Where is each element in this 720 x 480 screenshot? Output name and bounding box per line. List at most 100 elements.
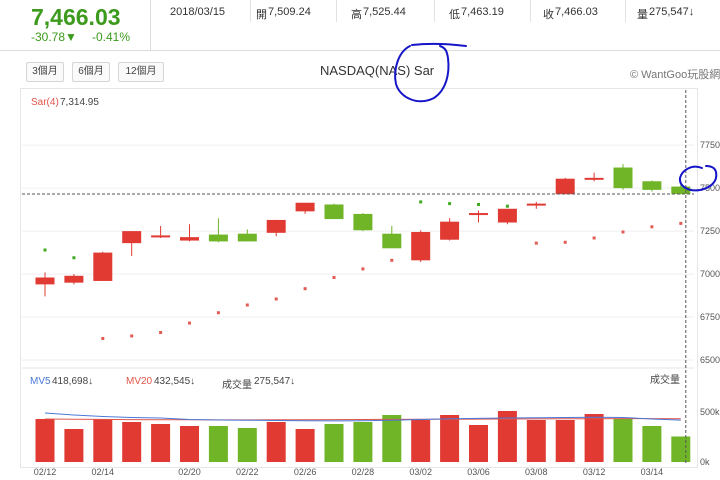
sar-dot xyxy=(274,297,278,301)
divider xyxy=(250,0,251,22)
volume-bar xyxy=(526,420,546,462)
low-label: 低 xyxy=(449,9,460,21)
volume-bar xyxy=(151,424,171,462)
volume-bar xyxy=(584,414,604,462)
volume-bar xyxy=(295,429,315,462)
period-3m-button[interactable]: 3個月 xyxy=(26,62,64,82)
watermark: © WantGoo玩股網 xyxy=(630,69,720,81)
volume-bar xyxy=(642,426,662,462)
x-tick-label: 02/28 xyxy=(352,467,375,477)
volume-bar xyxy=(613,419,633,462)
candle-body xyxy=(411,231,431,261)
sar-dot xyxy=(245,303,249,307)
y-tick-label: 6500 xyxy=(700,355,720,365)
volume-legend-value: 275,547↓ xyxy=(254,376,296,387)
sar-dot xyxy=(72,256,76,260)
divider xyxy=(434,0,435,22)
sar-dot xyxy=(650,225,654,229)
sar-dots xyxy=(43,200,683,341)
x-tick-label: 02/12 xyxy=(34,467,57,477)
y-tick-label: 7750 xyxy=(700,140,720,150)
chart-title: NASDAQ(NAS) Sar xyxy=(320,63,435,78)
candle-body xyxy=(208,234,228,242)
divider xyxy=(336,0,337,22)
sar-dot xyxy=(101,337,105,341)
open-label: 開 xyxy=(256,9,267,21)
crosshair xyxy=(22,90,694,464)
volume-tick-label: 500k xyxy=(700,407,720,417)
volume-bar xyxy=(440,415,460,462)
sar-dot xyxy=(621,230,625,234)
candle-body xyxy=(237,233,257,242)
sar-dot xyxy=(534,241,538,245)
sar-dot xyxy=(216,311,220,315)
quote-date: 2018/03/15 xyxy=(170,6,226,18)
candle-body xyxy=(555,178,575,195)
candle-body xyxy=(353,213,373,231)
period-6m-button[interactable]: 6個月 xyxy=(72,62,110,82)
candle-body xyxy=(440,221,460,240)
mv20-label: MV20 xyxy=(126,376,153,387)
candle-body xyxy=(180,237,199,241)
mv5-line xyxy=(44,412,681,422)
y-tick-label: 6750 xyxy=(700,312,720,322)
volume-bar xyxy=(93,419,113,462)
x-tick-label: 02/14 xyxy=(92,467,115,477)
divider xyxy=(625,0,626,22)
volume-bar xyxy=(324,424,344,462)
candle-body xyxy=(266,219,286,233)
sar-dot xyxy=(477,202,480,206)
x-tick-label: 02/22 xyxy=(236,467,259,477)
x-tick-label: 03/06 xyxy=(467,467,490,477)
sar-dot xyxy=(448,202,452,206)
volume-bar xyxy=(411,420,431,462)
candle-body xyxy=(64,275,84,283)
candle-body xyxy=(469,213,488,216)
price-change-pct: -0.41% xyxy=(92,30,131,44)
sar-dot xyxy=(361,267,365,271)
sar-dot xyxy=(679,221,683,225)
sar-dot xyxy=(43,248,47,252)
sar-dot xyxy=(188,321,191,325)
quote-header: 7,466.03 -30.78▼ -0.41% 2018/03/15 開 7,5… xyxy=(0,0,720,51)
period-12m-button[interactable]: 12個月 xyxy=(118,62,164,82)
volume-bar xyxy=(122,422,142,462)
volume-bar xyxy=(208,426,228,462)
mv20-value: 432,545↓ xyxy=(154,376,196,387)
x-tick-label: 03/12 xyxy=(583,467,606,477)
candle-body xyxy=(35,277,55,285)
candle-body xyxy=(151,235,171,238)
divider xyxy=(530,0,531,22)
candle-body xyxy=(642,181,662,190)
candle-body xyxy=(324,204,344,220)
volume-bar xyxy=(497,411,517,462)
sar-dot xyxy=(563,240,567,244)
volume-bar xyxy=(35,419,55,462)
sar-dot xyxy=(130,334,134,338)
x-tick-label: 02/26 xyxy=(294,467,317,477)
close-label: 收 xyxy=(543,9,554,21)
sar-dot xyxy=(592,236,596,240)
sar-dot xyxy=(159,331,163,335)
high-value: 7,525.44 xyxy=(363,6,406,18)
volume-bars xyxy=(35,411,691,462)
mv20-line xyxy=(44,418,681,421)
moving-average-lines xyxy=(44,412,681,422)
candle-body xyxy=(122,231,142,244)
volume-bar xyxy=(671,436,691,462)
mv5-value: 418,698↓ xyxy=(52,376,94,387)
candle-body xyxy=(382,233,402,249)
candle-body xyxy=(526,203,546,206)
mv5-label: MV5 xyxy=(30,376,51,387)
x-axis-ticks: 02/12 02/14 02/20 02/22 02/26 02/28 03/02 03/06… xyxy=(34,467,663,477)
x-tick-label: 02/20 xyxy=(178,467,201,477)
volume-bar xyxy=(469,425,488,462)
sar-dot xyxy=(303,287,307,291)
low-value: 7,463.19 xyxy=(461,6,504,18)
hand-drawn-annotations xyxy=(394,42,718,192)
y-axis-ticks: 6500 6750 7000 7250 7500 7750 500k 0k xyxy=(700,140,720,467)
close-value: 7,466.03 xyxy=(555,6,598,18)
hand-drawn-circle xyxy=(394,42,467,103)
x-tick-label: 03/02 xyxy=(409,467,432,477)
